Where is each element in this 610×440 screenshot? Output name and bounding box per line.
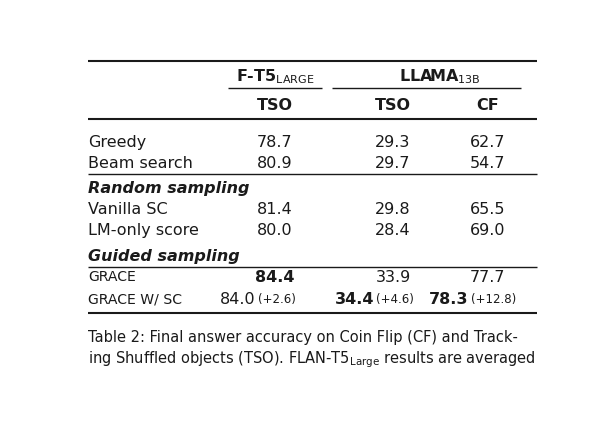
Text: 34.4: 34.4 (334, 292, 374, 307)
Text: 65.5: 65.5 (470, 202, 505, 217)
Text: 54.7: 54.7 (470, 157, 505, 172)
Text: LLA$\!$MA$_{13\mathrm{B}}$: LLA$\!$MA$_{13\mathrm{B}}$ (400, 67, 481, 86)
Text: Greedy: Greedy (88, 135, 146, 150)
Text: 78.3: 78.3 (429, 292, 468, 307)
Text: CF: CF (476, 98, 499, 113)
Text: Random sampling: Random sampling (88, 181, 249, 196)
Text: Beam search: Beam search (88, 157, 193, 172)
Text: Table 2: Final answer accuracy on Coin Flip (CF) and Track-: Table 2: Final answer accuracy on Coin F… (88, 330, 518, 345)
Text: 69.0: 69.0 (470, 223, 505, 238)
Text: (+12.8): (+12.8) (471, 293, 516, 306)
Text: 28.4: 28.4 (375, 223, 411, 238)
Text: LM-only score: LM-only score (88, 223, 199, 238)
Text: 80.9: 80.9 (257, 157, 293, 172)
Text: 62.7: 62.7 (470, 135, 505, 150)
Text: 29.7: 29.7 (375, 157, 411, 172)
Text: F-T5$_{\mathrm{LARGE}}$: F-T5$_{\mathrm{LARGE}}$ (235, 67, 314, 86)
Text: Guided sampling: Guided sampling (88, 249, 240, 264)
Text: GRACE W/ SC: GRACE W/ SC (88, 293, 182, 306)
Text: ing Shuffled objects (TSO). FLAN-T5$_{\mathrm{Large}}$ results are averaged: ing Shuffled objects (TSO). FLAN-T5$_{\m… (88, 349, 536, 370)
Text: 77.7: 77.7 (470, 270, 505, 285)
Text: 29.3: 29.3 (375, 135, 411, 150)
Text: (+2.6): (+2.6) (258, 293, 296, 306)
Text: GRACE: GRACE (88, 270, 136, 284)
Text: 29.8: 29.8 (375, 202, 411, 217)
Text: Vanilla SC: Vanilla SC (88, 202, 168, 217)
Text: (+4.6): (+4.6) (376, 293, 414, 306)
Text: TSO: TSO (257, 98, 293, 113)
Text: 81.4: 81.4 (257, 202, 293, 217)
Text: 84.4: 84.4 (255, 270, 295, 285)
Text: TSO: TSO (375, 98, 411, 113)
Text: 78.7: 78.7 (257, 135, 293, 150)
Text: 84.0: 84.0 (220, 292, 256, 307)
Text: 80.0: 80.0 (257, 223, 293, 238)
Text: 33.9: 33.9 (375, 270, 411, 285)
